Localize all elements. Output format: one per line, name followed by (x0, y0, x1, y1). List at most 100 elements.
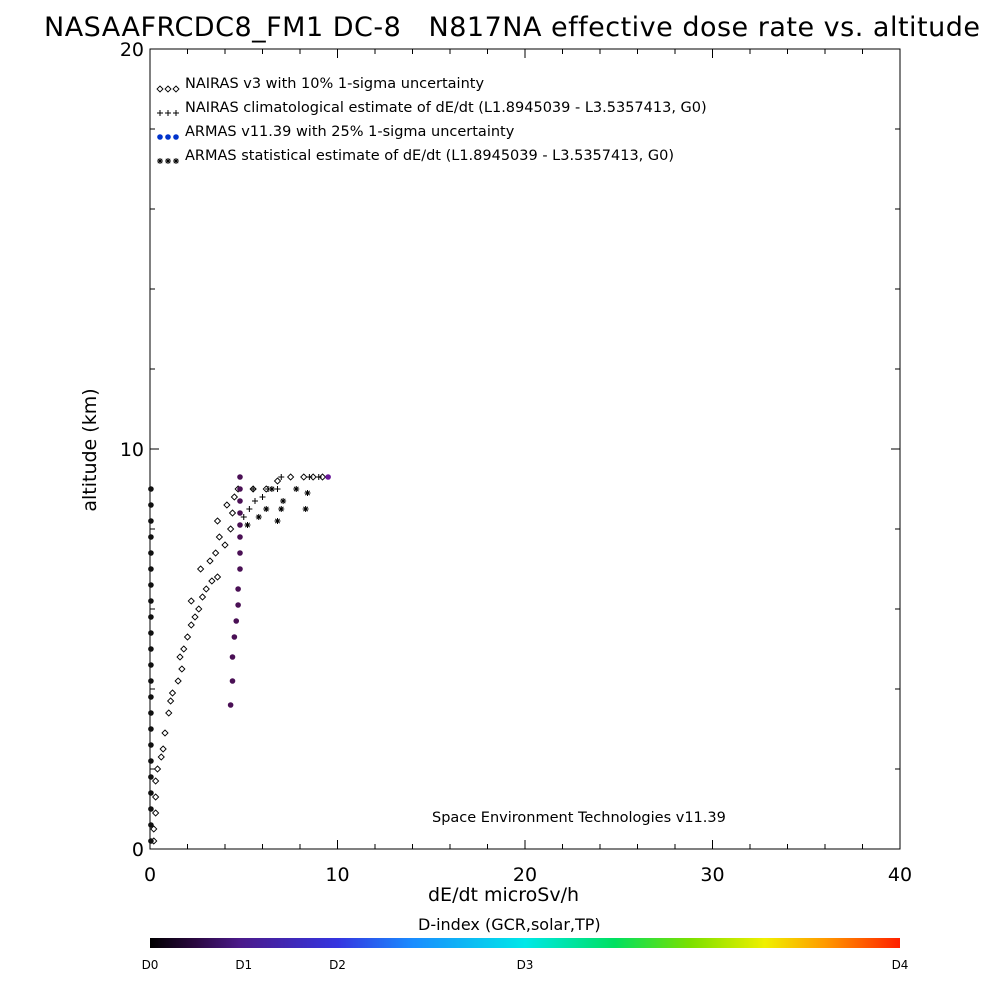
legend-marker (156, 85, 164, 93)
colorbar-label: D1 (235, 958, 253, 972)
data-point-series-1 (252, 498, 258, 504)
data-point-series-2 (148, 742, 154, 748)
data-point-series-3 (280, 498, 287, 504)
data-point-series-2 (148, 502, 154, 508)
legend-marker (157, 158, 163, 164)
data-point-series-0 (198, 593, 207, 601)
data-point-series-3 (255, 514, 262, 520)
legend-marker (172, 85, 180, 93)
colorbar-label: D3 (516, 958, 534, 972)
data-point-series-3 (274, 518, 281, 524)
data-point-series-2 (148, 630, 154, 636)
data-point-series-2 (229, 654, 236, 660)
data-point-series-0 (153, 765, 162, 773)
data-point-series-0 (286, 473, 295, 481)
legend-marker (157, 134, 163, 140)
data-point-series-0 (195, 605, 203, 613)
data-point-series-2 (237, 550, 243, 556)
x-tick-label: 30 (700, 864, 724, 886)
annotation: Space Environment Technologies v11.39 (432, 810, 726, 826)
data-point-series-1 (240, 514, 247, 520)
data-point-series-0 (151, 777, 160, 785)
data-point-series-2 (148, 582, 154, 588)
legend-marker (164, 85, 172, 93)
x-tick-label: 40 (888, 864, 912, 886)
x-tick-label: 10 (325, 864, 349, 886)
legend-marker (157, 110, 163, 116)
data-point-series-2 (148, 758, 154, 764)
data-point-series-2 (148, 838, 154, 844)
data-point-series-0 (230, 493, 239, 501)
data-point-series-3 (263, 506, 270, 512)
data-point-series-1 (315, 474, 322, 480)
data-point-series-0 (150, 825, 158, 833)
data-point-series-2 (227, 702, 234, 708)
data-point-series-2 (148, 646, 154, 652)
data-points (148, 473, 331, 845)
tick-labels: 0 10 20 30 40 0 10 20 (120, 39, 912, 886)
data-point-series-0 (174, 677, 182, 685)
data-point-series-2 (148, 518, 154, 524)
data-point-series-0 (226, 525, 235, 533)
data-point-series-0 (309, 473, 317, 481)
data-point-series-2 (237, 534, 243, 540)
legend-item-nairas-v3: NAIRAS v3 with 10% 1-sigma uncertainty (155, 74, 707, 98)
data-point-series-2 (148, 534, 154, 540)
data-point-series-2 (148, 566, 154, 572)
data-point-series-0 (165, 709, 173, 717)
data-point-series-3 (278, 506, 285, 512)
data-point-series-2 (237, 522, 243, 528)
data-point-series-2 (148, 550, 154, 556)
data-point-series-2 (148, 598, 154, 604)
legend-marker (165, 158, 171, 164)
colorbar-title: D-index (GCR,solar,TP) (418, 915, 601, 934)
data-point-series-3 (268, 486, 275, 492)
legend-label: NAIRAS climatological estimate of dE/dt … (185, 100, 707, 116)
data-point-series-0 (228, 509, 237, 517)
data-point-series-1 (274, 486, 281, 492)
data-point-series-2 (237, 566, 243, 572)
data-point-series-2 (237, 474, 243, 480)
data-point-series-3 (293, 486, 300, 492)
data-point-series-1 (259, 494, 266, 500)
data-point-series-0 (273, 477, 282, 485)
legend-item-armas-statistical: ARMAS statistical estimate of dE/dt (L1.… (155, 146, 707, 170)
data-point-series-3 (304, 490, 311, 496)
data-point-series-2 (233, 618, 240, 624)
data-point-series-0 (202, 585, 210, 593)
colorbar-label: D4 (891, 958, 909, 972)
y-tick-label: 0 (132, 839, 144, 861)
data-point-series-0 (166, 697, 175, 705)
data-point-series-1 (250, 486, 257, 492)
legend-marker (173, 158, 179, 164)
data-point-series-3 (302, 506, 309, 512)
legend-markers (156, 85, 180, 164)
y-axis-label: altitude (km) (79, 388, 101, 512)
data-point-series-2 (148, 694, 154, 700)
data-point-series-1 (306, 474, 313, 480)
legend-marker (173, 134, 179, 140)
colorbar-label: D0 (141, 958, 159, 972)
data-point-series-0 (187, 621, 195, 629)
data-point-series-0 (161, 729, 169, 737)
data-point-series-2 (235, 602, 241, 608)
data-point-series-0 (183, 633, 192, 641)
legend-label: ARMAS v11.39 with 25% 1-sigma uncertaint… (185, 124, 515, 140)
data-point-series-2 (148, 614, 154, 620)
data-point-series-0 (178, 665, 186, 673)
y-tick-label: 20 (120, 39, 144, 61)
data-point-series-0 (208, 577, 216, 585)
data-point-series-0 (168, 689, 177, 697)
data-point-series-2 (237, 498, 243, 504)
x-tick-label: 20 (513, 864, 537, 886)
legend-marker (165, 134, 171, 140)
data-point-series-3 (244, 522, 251, 528)
colorbar (150, 938, 900, 948)
data-point-series-0 (211, 549, 220, 557)
data-point-series-2 (148, 822, 154, 828)
data-point-series-0 (223, 501, 231, 509)
data-point-series-0 (213, 517, 222, 525)
data-point-series-0 (300, 473, 308, 481)
legend-item-nairas-climatological: NAIRAS climatological estimate of dE/dt … (155, 98, 707, 122)
